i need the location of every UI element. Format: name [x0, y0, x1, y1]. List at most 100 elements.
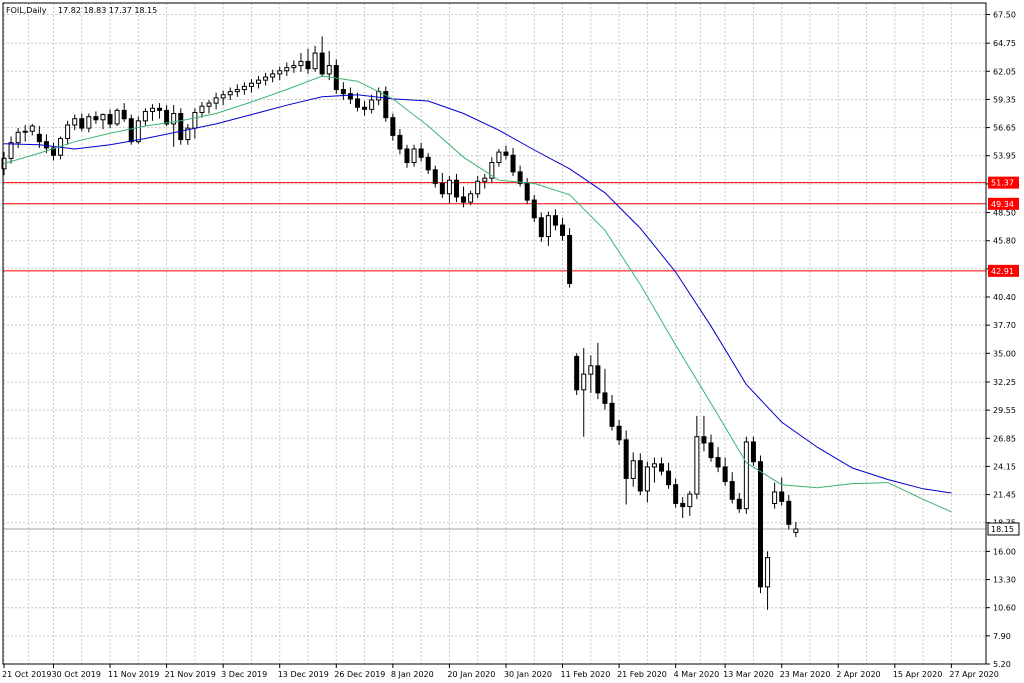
- candle: [312, 45, 318, 72]
- candlesticks: [1, 36, 799, 610]
- candle-body: [666, 470, 672, 486]
- candle-body: [404, 148, 410, 164]
- candle: [340, 82, 346, 100]
- candle-body: [630, 460, 636, 479]
- candle-body: [319, 52, 325, 75]
- x-tick-label: 21 Oct 2019: [2, 670, 51, 679]
- candle-body: [256, 79, 262, 84]
- candle-body: [694, 436, 700, 495]
- candle: [319, 36, 325, 78]
- candle: [729, 472, 735, 504]
- level-tag-label: 51.37: [991, 179, 1014, 188]
- candle: [43, 134, 49, 154]
- candle: [517, 165, 523, 187]
- candle-body: [284, 67, 290, 72]
- candle: [86, 113, 92, 133]
- candle: [666, 462, 672, 489]
- candle-body: [772, 491, 778, 504]
- candle-body: [786, 500, 792, 525]
- candle-body: [793, 528, 799, 533]
- candle-body: [86, 116, 92, 129]
- candle: [694, 415, 700, 500]
- chart-ohlc: 17.82 18.83 17.37 18.15: [58, 6, 157, 15]
- y-tick-label: 53.95: [993, 152, 1016, 161]
- candle: [750, 436, 756, 466]
- candle-body: [15, 131, 21, 144]
- candle: [355, 92, 360, 112]
- candle: [715, 447, 721, 473]
- candle-body: [602, 392, 608, 404]
- candle: [107, 109, 113, 129]
- candle-body: [722, 466, 728, 483]
- candle: [757, 455, 763, 594]
- candle: [411, 144, 417, 167]
- candle: [171, 105, 177, 147]
- candle-body: [50, 147, 56, 156]
- y-tick-label: 35.00: [993, 349, 1016, 358]
- candle: [489, 157, 495, 183]
- y-tick-label: 59.35: [993, 95, 1016, 104]
- candle: [630, 452, 636, 487]
- x-tick-label: 23 Mar 2020: [780, 670, 831, 679]
- moving-averages: [3, 75, 952, 513]
- candle-body: [651, 463, 657, 468]
- candle-body: [135, 120, 141, 143]
- candle-body: [171, 113, 177, 125]
- candle-body: [687, 493, 693, 508]
- candle: [560, 217, 566, 241]
- candle-body: [779, 491, 785, 502]
- candle-body: [93, 116, 99, 121]
- candle: [743, 436, 749, 514]
- candle-body: [609, 402, 615, 427]
- candle-body: [383, 91, 389, 119]
- candle: [482, 173, 488, 189]
- candle-body: [157, 107, 163, 111]
- candle-body: [581, 373, 587, 391]
- candle-body: [489, 162, 495, 179]
- candle: [128, 114, 134, 145]
- candle-body: [199, 105, 205, 113]
- candle: [793, 521, 799, 538]
- candle: [673, 478, 679, 508]
- candle-body: [446, 179, 452, 195]
- x-tick-label: 13 Dec 2019: [278, 670, 329, 679]
- candle-body: [164, 109, 170, 125]
- candle: [623, 430, 629, 505]
- candle-body: [362, 106, 368, 110]
- candle-body: [107, 114, 113, 125]
- x-tick-label: 4 Mar 2020: [674, 670, 720, 679]
- plot-frame: [2, 2, 987, 665]
- candle-body: [461, 196, 467, 203]
- y-tick-label: 45.80: [993, 237, 1016, 246]
- candle-body: [475, 180, 481, 195]
- candle-body: [574, 355, 580, 391]
- level-tag: [988, 197, 1019, 210]
- candle: [722, 457, 728, 486]
- y-tick-label: 24.15: [993, 462, 1016, 471]
- candle-body: [673, 484, 679, 504]
- candle-body: [149, 107, 155, 112]
- candle-body: [340, 89, 346, 95]
- candle-body: [29, 125, 35, 132]
- candle-body: [185, 127, 191, 141]
- candle: [602, 368, 608, 410]
- candle: [432, 165, 438, 188]
- candle-body: [263, 76, 269, 81]
- level-tag: [988, 176, 1019, 189]
- candle: [644, 461, 650, 503]
- candle: [135, 116, 141, 144]
- candle: [616, 420, 622, 446]
- candle-body: [241, 85, 247, 91]
- candle-body: [65, 124, 71, 140]
- level-tag-label: 49.34: [991, 200, 1014, 209]
- candle: [510, 147, 516, 177]
- candle: [651, 457, 657, 483]
- y-tick-label: 37.70: [993, 321, 1016, 330]
- candle: [263, 72, 269, 86]
- candle-body: [206, 102, 212, 107]
- candle-body: [192, 111, 198, 129]
- candle-body: [644, 466, 650, 492]
- y-tick-label: 10.60: [993, 604, 1016, 613]
